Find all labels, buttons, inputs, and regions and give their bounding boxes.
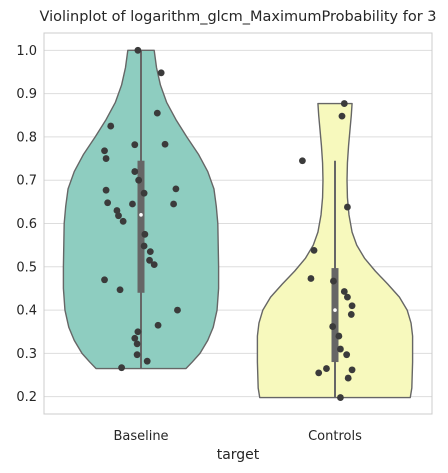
y-tick-label: 0.8 [16,130,37,145]
data-point [133,351,141,359]
data-point [161,140,169,148]
y-tick-label: 0.6 [16,217,37,232]
data-point [307,275,315,282]
data-point [102,186,110,194]
y-tick-label: 0.5 [16,260,37,275]
data-point [344,374,352,382]
data-point [347,311,355,318]
data-point [134,46,142,54]
y-tick-labels: 0.2 0.3 0.4 0.5 0.6 0.7 0.8 0.9 1.0 [16,44,37,405]
data-point [116,286,124,294]
data-point [141,230,149,238]
x-axis-label: target [217,447,260,463]
data-point [102,155,110,162]
iqr-box-baseline [137,160,145,293]
data-point [129,200,136,208]
data-point [115,212,122,220]
data-point [119,217,127,225]
data-point [146,256,153,264]
data-point [172,185,180,193]
y-tick-label: 1.0 [16,44,37,59]
data-point [133,340,141,348]
y-tick-label: 0.2 [16,390,37,405]
data-point [340,100,348,107]
data-point [146,248,154,256]
data-point [315,369,323,377]
median-dot-baseline [139,213,143,217]
data-point [143,357,151,365]
data-point [170,200,177,208]
data-point [337,345,344,353]
x-tick-labels: Baseline Controls [113,429,362,444]
data-point [135,176,143,184]
data-point [134,328,142,336]
data-point [101,147,108,155]
data-point [348,302,356,310]
data-point [140,189,148,197]
data-point [323,365,330,372]
y-tick-label: 0.7 [16,174,37,189]
data-point [101,276,108,284]
data-point [344,293,351,301]
data-point [337,394,344,401]
data-point [131,141,139,149]
plot-frame [43,32,433,415]
data-point [131,334,139,342]
y-tick-label: 0.9 [16,87,37,102]
data-point [299,157,306,165]
data-point [153,109,161,117]
data-point [140,242,148,250]
y-tick-label: 0.3 [16,347,37,362]
data-point [310,246,318,254]
data-point [338,112,346,120]
data-point [340,288,348,295]
x-tick-label: Controls [308,429,362,444]
x-tick-label: Baseline [113,429,168,444]
data-point [343,351,351,359]
y-tick-label: 0.4 [16,304,37,319]
data-point [330,277,337,285]
chart-title: Violinplot of logarithm_glcm_MaximumProb… [39,9,436,25]
iqr-box-controls [331,268,339,363]
data-point [104,199,112,207]
data-point [329,323,337,330]
data-point [107,122,115,130]
data-point [131,168,139,175]
data-point [348,366,356,374]
data-point [344,203,351,211]
data-point [118,364,125,372]
data-point [157,69,165,77]
strip-points [101,46,356,401]
data-point [113,207,121,214]
data-point [154,321,162,329]
data-point [335,332,343,340]
median-dot-controls [333,308,337,312]
data-point [150,261,158,269]
data-point [174,306,181,314]
